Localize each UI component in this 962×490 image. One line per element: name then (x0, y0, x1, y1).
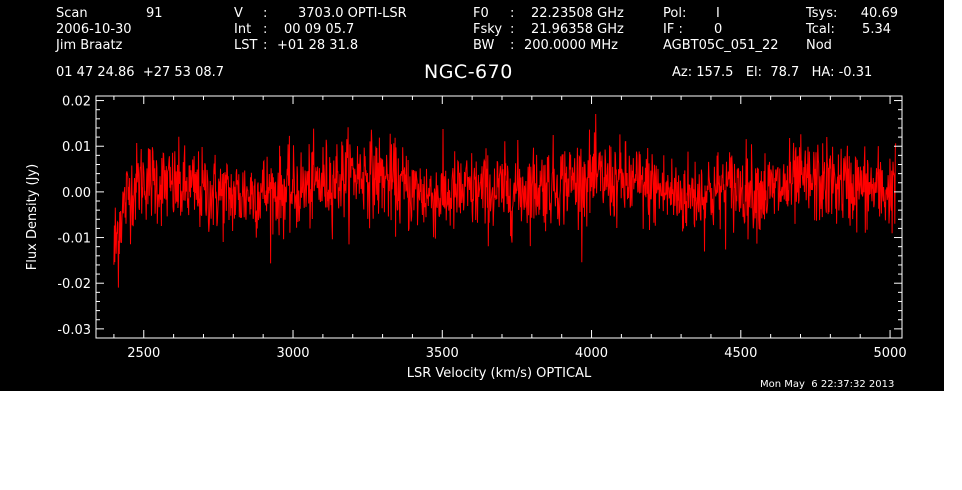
source-coordinates: 01 47 24.86 +27 53 08.7 (56, 65, 225, 80)
rest-frequency-label: F0 (473, 6, 489, 21)
plot-timestamp: Mon May 6 22:37:32 2013 (760, 379, 895, 390)
integration-label: Int (234, 22, 252, 37)
project-id: AGBT05C_051_22 (663, 38, 779, 53)
lst-sep: : (263, 38, 268, 53)
y-tick-label: 0.02 (62, 95, 91, 110)
y-tick-label: -0.03 (57, 323, 91, 338)
y-tick-label: -0.01 (57, 232, 91, 247)
plot-frame (95, 95, 903, 339)
sky-frequency-value: 21.96358 GHz (531, 22, 624, 37)
sky-frequency-label: Fsky (473, 22, 503, 37)
integration-value: 00 09 05.7 (284, 22, 355, 37)
y-tick-label: 0.00 (62, 186, 91, 201)
scan-label: Scan (56, 6, 88, 21)
polarization-label: Pol: (663, 6, 687, 21)
tcal-value: 5.34 (862, 22, 891, 37)
tsys-value: 40.69 (860, 6, 898, 21)
y-axis-label: Flux Density (Jy) (25, 164, 40, 270)
spectrum-chart: 2500 3000 3500 4000 4500 5000 -0.03 -0.02 -0.01 0… (25, 95, 907, 381)
pointing-info: Az: 157.5 El: 78.7 HA: -0.31 (672, 65, 873, 80)
switching-mode: Nod (806, 38, 832, 53)
velocity-label: V (234, 6, 243, 21)
bandwidth-sep: : (510, 38, 515, 53)
x-tick-label: 2500 (127, 346, 160, 361)
y-tick-label: 0.01 (62, 140, 91, 155)
sky-frequency-sep: : (510, 22, 515, 37)
plot-window: Scan 91 2006-10-30 Jim Braatz V : 3703.0… (0, 0, 944, 391)
velocity-sep: : (263, 6, 268, 21)
x-tick-label: 4000 (575, 346, 608, 361)
rest-frequency-value: 22.23508 GHz (531, 6, 624, 21)
x-axis-label: LSR Velocity (km/s) OPTICAL (407, 366, 592, 381)
scan-value: 91 (146, 6, 163, 21)
observation-date: 2006-10-30 (56, 22, 132, 37)
if-value: 0 (714, 22, 723, 37)
x-tick-label: 3500 (426, 346, 459, 361)
y-tick-label: -0.02 (57, 277, 91, 292)
rest-frequency-sep: : (510, 6, 515, 21)
bandwidth-value: 200.0000 MHz (524, 38, 618, 53)
spectrum-line (113, 113, 897, 288)
lst-value: +01 28 31.8 (277, 38, 359, 53)
x-tick-label: 3000 (276, 346, 309, 361)
tsys-label: Tsys: (806, 6, 838, 21)
tcal-label: Tcal: (806, 22, 835, 37)
if-label: IF : (663, 22, 683, 37)
polarization-value: I (716, 6, 720, 21)
source-name: NGC-670 (424, 61, 513, 83)
x-tick-label: 4500 (724, 346, 757, 361)
bandwidth-label: BW (473, 38, 495, 53)
x-tick-label: 5000 (874, 346, 907, 361)
velocity-value: 3703.0 OPTI-LSR (298, 6, 407, 21)
observer-name: Jim Braatz (56, 38, 123, 53)
integration-sep: : (263, 22, 268, 37)
lst-label: LST (234, 38, 258, 53)
